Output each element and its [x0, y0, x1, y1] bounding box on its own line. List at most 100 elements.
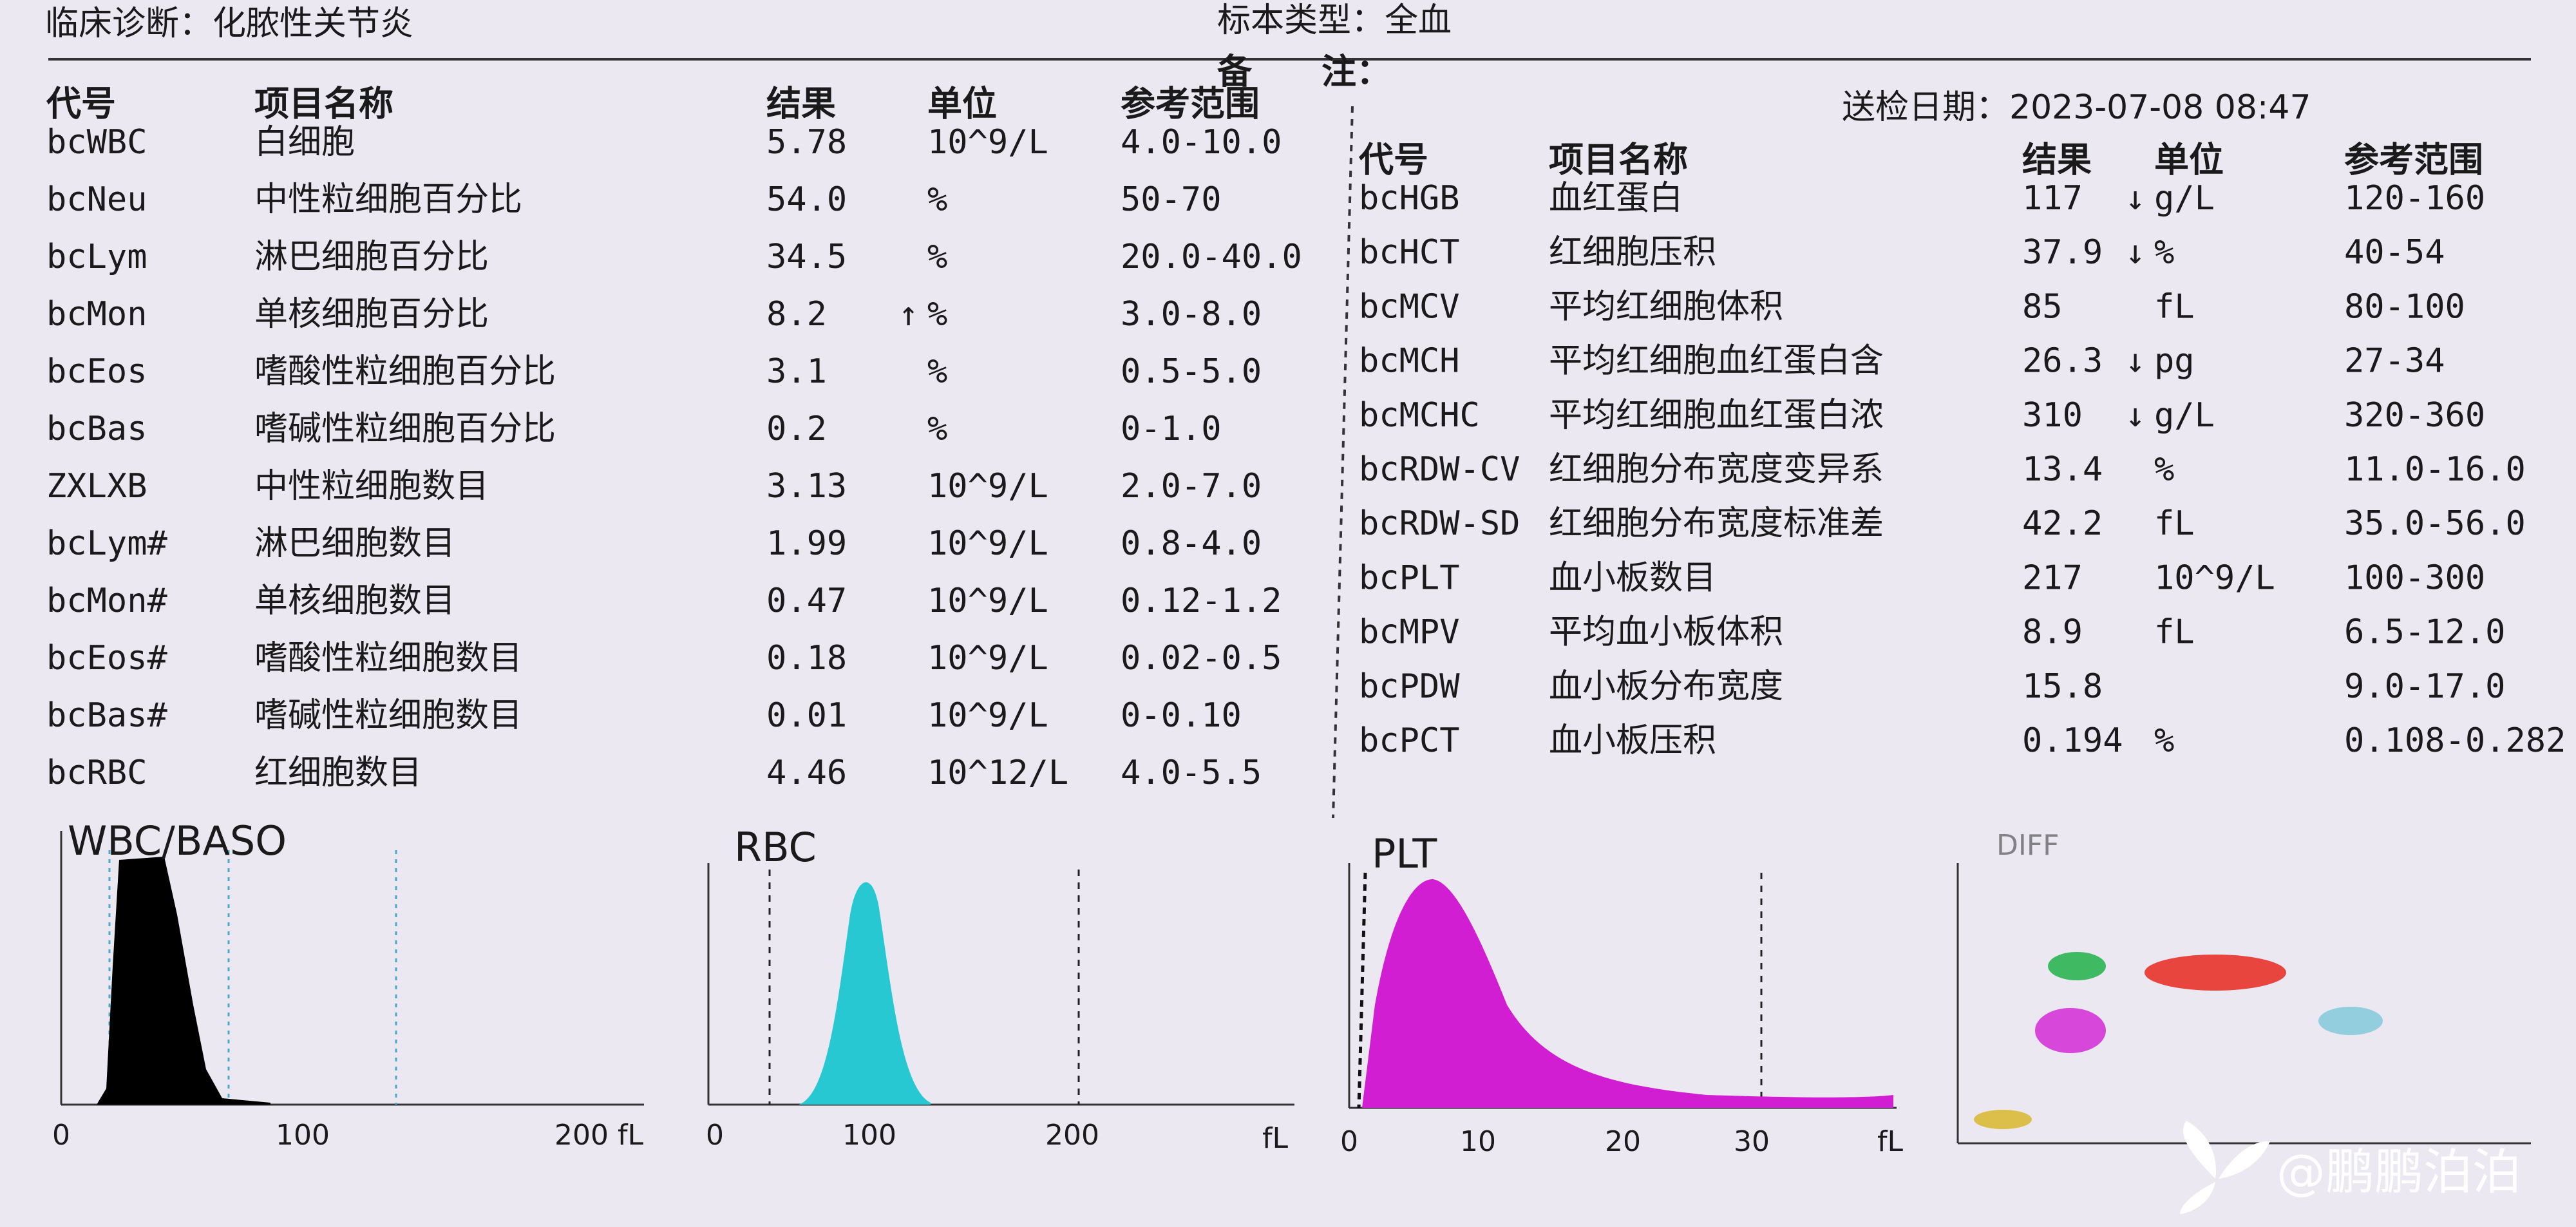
cell-name: 嗜碱性粒细胞百分比 — [254, 410, 556, 448]
cell-code: bcPDW — [1359, 667, 1460, 706]
cell-result: 0.01 — [766, 696, 847, 735]
cell-range: 0-1.0 — [1121, 410, 1222, 448]
cell-unit: % — [927, 410, 947, 448]
watermark: @鹏鹏泊泊 — [2180, 1121, 2521, 1214]
cell-unit: % — [927, 238, 947, 276]
cell-code: bcMCHC — [1359, 396, 1480, 435]
cell-range: 9.0-17.0 — [2344, 667, 2505, 706]
cell-unit: fL — [2154, 287, 2195, 326]
cell-unit: 10^9/L — [927, 524, 1048, 563]
plt-histogram: PLT 0 10 20 30 fL — [1340, 830, 1903, 1158]
cell-flag: ↓ — [2125, 342, 2145, 381]
column-header: 单位 — [2154, 140, 2224, 180]
cell-unit: % — [927, 352, 947, 391]
diagnosis: 临床诊断：化脓性关节炎 — [45, 5, 413, 43]
cell-result: 3.1 — [766, 352, 827, 391]
cell-unit: % — [2154, 233, 2174, 272]
cell-result: 37.9 — [2022, 233, 2103, 272]
cluster — [2318, 1007, 2383, 1035]
tick-label: fL — [1877, 1125, 1903, 1158]
threshold — [1357, 872, 1367, 1108]
column-header: 项目名称 — [254, 84, 393, 124]
cell-unit: % — [2154, 450, 2174, 489]
cell-name: 单核细胞百分比 — [254, 295, 489, 334]
cell-range: 0.8-4.0 — [1121, 524, 1262, 563]
column-header: 项目名称 — [1549, 140, 1688, 180]
cell-result: 0.47 — [766, 582, 847, 620]
cell-code: bcWBC — [46, 123, 147, 162]
cell-range: 11.0-16.0 — [2344, 450, 2526, 489]
cell-result: 34.5 — [766, 238, 847, 276]
wbc-histogram: WBC/BASO 0 100 200 fL — [52, 817, 644, 1152]
note: 备 注： — [1217, 52, 1391, 92]
cell-range: 6.5-12.0 — [2344, 613, 2505, 652]
cell-code: bcRDW-SD — [1359, 504, 1520, 543]
cell-result: 42.2 — [2022, 504, 2103, 543]
histogram-title: WBC/BASO — [68, 817, 287, 864]
cell-unit: 10^9/L — [927, 582, 1048, 620]
cell-unit: 10^12/L — [927, 754, 1068, 792]
cell-result: 4.46 — [766, 754, 847, 792]
cell-range: 0.108-0.282 — [2344, 721, 2566, 760]
submit-date: 送检日期：2023-07-08 08:47 — [1842, 88, 2311, 127]
watermark-text: @鹏鹏泊泊 — [2277, 1143, 2521, 1201]
cell-unit: fL — [2154, 613, 2195, 652]
cell-name: 淋巴细胞数目 — [254, 524, 455, 563]
tick-label: 200 fL — [554, 1119, 643, 1152]
cell-range: 35.0-56.0 — [2344, 504, 2526, 543]
tick-label: 10 — [1460, 1125, 1496, 1158]
cell-code: bcHGB — [1359, 179, 1460, 218]
cell-flag: ↓ — [2125, 233, 2145, 272]
cell-range: 3.0-8.0 — [1121, 295, 1262, 334]
tick-label: 30 — [1734, 1125, 1770, 1158]
cell-unit: g/L — [2154, 179, 2215, 218]
cell-result: 13.4 — [2022, 450, 2103, 489]
cell-result: 0.194 — [2022, 721, 2123, 760]
cell-name: 嗜碱性粒细胞数目 — [254, 696, 522, 735]
cell-range: 100-300 — [2344, 558, 2485, 597]
histogram-title: DIFF — [1996, 829, 2059, 862]
watermark-icon — [2180, 1121, 2270, 1214]
cell-unit: pg — [2154, 342, 2195, 381]
tick-label: 100 — [276, 1119, 330, 1152]
cell-range: 2.0-7.0 — [1121, 467, 1262, 506]
cell-code: bcMPV — [1359, 613, 1460, 652]
cell-result: 1.99 — [766, 524, 847, 563]
tick-label: 0 — [1340, 1125, 1358, 1158]
cell-unit: 10^9/L — [927, 467, 1048, 506]
tick-label: 20 — [1605, 1125, 1641, 1158]
sample-type: 标本类型：全血 — [1217, 1, 1452, 40]
cell-range: 80-100 — [2344, 287, 2465, 326]
cell-name: 白细胞 — [254, 123, 355, 162]
cell-range: 4.0-5.5 — [1121, 754, 1262, 792]
column-header: 代号 — [46, 84, 116, 124]
cell-range: 27-34 — [2344, 342, 2445, 381]
cell-name: 血小板压积 — [1549, 721, 1716, 760]
cell-result: 8.9 — [2022, 613, 2083, 652]
cell-code: bcEos — [46, 352, 147, 391]
cell-name: 血红蛋白 — [1549, 179, 1683, 218]
cell-result: 26.3 — [2022, 342, 2103, 381]
cell-unit: 10^9/L — [927, 123, 1048, 162]
column-divider — [1332, 106, 1354, 819]
cell-range: 0.02-0.5 — [1121, 639, 1282, 678]
cell-name: 平均红细胞体积 — [1549, 287, 1783, 326]
cell-code: ZXLXB — [46, 467, 147, 506]
rbc-distribution — [799, 882, 931, 1105]
cell-code: bcLym — [46, 238, 147, 276]
cell-result: 117 — [2022, 179, 2083, 218]
cell-unit: % — [2154, 721, 2174, 760]
cluster — [2048, 952, 2106, 980]
cell-code: bcMon — [46, 295, 147, 334]
wbc-distribution — [97, 857, 270, 1105]
cell-code: bcBas# — [46, 696, 168, 735]
cell-name: 嗜酸性粒细胞数目 — [254, 639, 522, 678]
cell-unit: fL — [2154, 504, 2195, 543]
cell-range: 0.5-5.0 — [1121, 352, 1262, 391]
cell-code: bcRBC — [46, 754, 147, 792]
cell-name: 嗜酸性粒细胞百分比 — [254, 352, 556, 391]
cell-code: bcPCT — [1359, 721, 1460, 760]
cell-name: 红细胞分布宽度变异系 — [1549, 450, 1884, 489]
cell-unit: % — [927, 295, 947, 334]
histogram-title: PLT — [1372, 830, 1437, 877]
